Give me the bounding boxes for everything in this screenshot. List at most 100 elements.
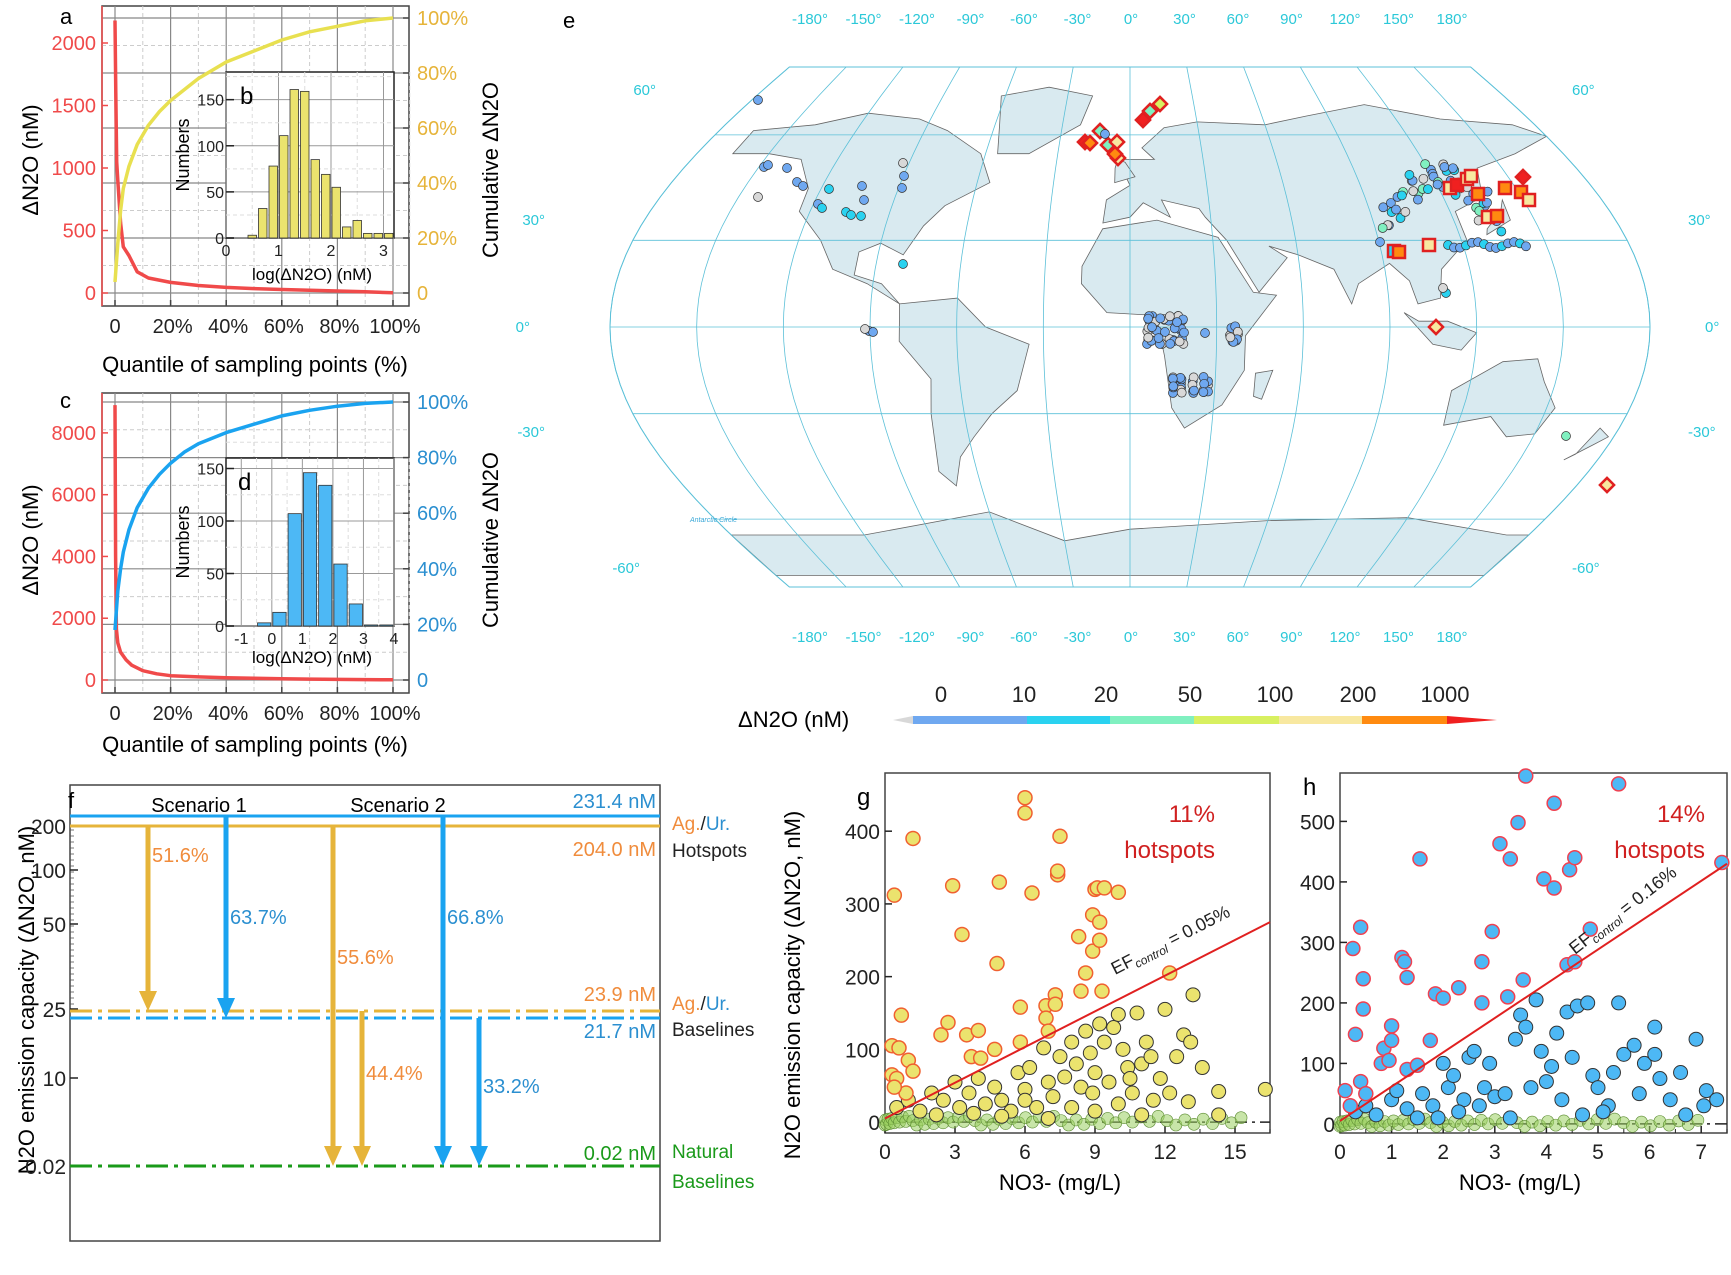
y-axis-tick-label: 200 [31, 816, 66, 839]
hotspot-point [1582, 921, 1599, 937]
latitude-label-left: 60° [633, 82, 656, 99]
cumulative-line [113, 16, 394, 283]
ef-control-line [884, 921, 1271, 1120]
colorbar-tick-label: 1000 [1421, 682, 1470, 707]
panel-g-frame [884, 772, 1271, 1134]
y-axis-tick-label: 100 [1300, 1053, 1335, 1076]
antarctic-circle-label: Antarctic Circle [689, 517, 737, 524]
x-axis-tick-label: 40% [208, 316, 248, 338]
sample-point-circle [898, 158, 908, 168]
sample-point-square [1470, 186, 1486, 202]
hotspot-point [1381, 1052, 1397, 1069]
baseline-point [1523, 1080, 1539, 1096]
x-axis-tick-label: 20% [153, 316, 193, 338]
sample-point-circle [1165, 338, 1176, 349]
histogram-bar [247, 234, 257, 239]
inset-x-tick-label: 1 [298, 631, 307, 648]
longitude-label-top: -30° [1064, 11, 1092, 28]
inset-y-tick-label: 100 [197, 139, 224, 156]
panel-c-xlabel: Quantile of sampling points (%) [102, 732, 408, 757]
baseline-point [1064, 1034, 1080, 1050]
sample-point-circle [1143, 313, 1153, 324]
longitude-label-top: 90° [1280, 11, 1303, 28]
sample-point-circle [860, 324, 870, 334]
baseline-point [1180, 1094, 1196, 1110]
sample-point-circle [1386, 198, 1396, 208]
hotspot-point [954, 926, 970, 943]
sample-point-circle [1179, 327, 1189, 338]
sample-point-circle [1521, 241, 1531, 252]
baselines-category-label: Ag./Ur. [672, 994, 730, 1015]
panel-e-map: e -180° -150° -120° -90° -60° -30° 0° 30° 60° 90°… [516, 8, 1720, 732]
inset-x-tick-label: 1 [274, 243, 283, 260]
baseline-point [1101, 1074, 1117, 1090]
reduction-percent-label: 66.8% [447, 907, 504, 929]
panel-g-ylabel: N2O emission capacity (ΔN2O, nM) [780, 811, 805, 1159]
hotspot-point [972, 1050, 989, 1066]
baseline-point [994, 1108, 1010, 1124]
histogram-bar [364, 624, 379, 627]
baseline-point [1057, 1069, 1073, 1085]
panel-b-axes: 0 50 100 150 0 1 2 3 [197, 93, 388, 260]
inset-y-tick-label: 0 [215, 619, 224, 636]
ef-control-line [1339, 862, 1728, 1122]
hotspot-point [1435, 990, 1451, 1006]
y-axis-tick-label: 400 [1300, 872, 1335, 895]
left-axis-tick-label: 8000 [52, 423, 97, 445]
left-axis-tick-label: 0 [85, 283, 96, 305]
hotspot-point [1383, 1032, 1400, 1049]
baseline-point [1129, 1005, 1145, 1021]
longitude-label-top: 150° [1383, 11, 1414, 28]
baseline-point [1507, 1031, 1523, 1047]
inset-x-tick-label: 0 [222, 243, 231, 260]
baselines-text: Baselines [672, 1020, 754, 1041]
histogram-bar [333, 563, 348, 627]
sample-point-circle [1225, 332, 1236, 343]
hotspot-point [1610, 776, 1627, 792]
baseline-point [1157, 1001, 1173, 1017]
longitude-label-bottom: 90° [1280, 629, 1303, 646]
x-axis-tick-label: 60% [264, 703, 304, 725]
x-axis-tick-label: 80% [319, 316, 359, 338]
panel-b-label: b [240, 83, 253, 110]
baseline-point [1211, 1107, 1227, 1123]
baseline-point [1518, 1019, 1534, 1035]
hotspot-point [1502, 851, 1519, 867]
baseline-point [1611, 995, 1627, 1011]
y-axis-tick-label: 10 [43, 1068, 66, 1091]
hotspot-point [1342, 1098, 1359, 1114]
panel-c-ylabel-right: Cumulative ΔN2O [478, 452, 503, 628]
hotspot-point [1337, 1082, 1353, 1099]
panel-b-bars [247, 89, 394, 239]
right-axis-tick-label: 80% [417, 63, 457, 85]
natural-baseline-point [1234, 1111, 1248, 1125]
landmass-new-zealand [1563, 427, 1610, 461]
level-value-label: 0.02 nM [584, 1143, 656, 1165]
baseline-point [1564, 1049, 1580, 1065]
baseline-point [1162, 1085, 1178, 1101]
baseline-point [1698, 1083, 1714, 1099]
baseline-point [1476, 1080, 1492, 1096]
histogram-bar [257, 622, 272, 627]
panel-b-inset: 0 50 100 150 0 1 2 3 b Numbers log(ΔN2O) (nM) [173, 71, 411, 284]
y-axis-tick-label: 100 [31, 860, 66, 883]
sample-point-circle [1176, 387, 1187, 398]
sample-point-circle [1432, 179, 1443, 190]
longitude-label-bottom: 150° [1383, 629, 1414, 646]
baseline-point [912, 1103, 928, 1119]
natural-baselines-text: Baselines [672, 1172, 754, 1193]
baseline-point [1029, 1100, 1045, 1116]
baseline-point [1152, 1070, 1168, 1086]
sample-point-square [1489, 208, 1505, 224]
colorbar-segment [1194, 716, 1279, 724]
hotspot-point [1518, 768, 1534, 784]
baseline-point [1533, 1043, 1549, 1059]
sample-point-circle [868, 327, 878, 337]
panel-h-xlabel: NO3- (mg/L) [1459, 1170, 1581, 1195]
baseline-point [1085, 1085, 1101, 1101]
sample-point-circle [782, 163, 792, 173]
baseline-point [1110, 1096, 1126, 1112]
baseline-point [1626, 1037, 1642, 1053]
panel-c-ylabel: ΔN2O (nM) [18, 484, 43, 595]
histogram-bar [363, 232, 373, 239]
